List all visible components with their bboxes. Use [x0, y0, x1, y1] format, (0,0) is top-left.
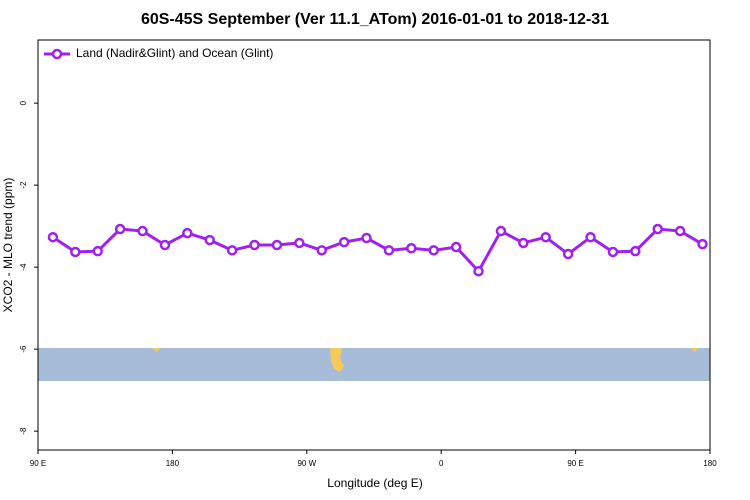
point	[495, 225, 507, 237]
series-line	[52, 227, 704, 274]
point	[47, 231, 59, 243]
point	[294, 237, 305, 249]
x-tick-label: 180	[166, 459, 180, 468]
point	[674, 225, 686, 237]
point	[137, 225, 148, 237]
point	[383, 245, 395, 256]
point	[607, 246, 619, 258]
x-tick-label: 180	[703, 459, 717, 468]
point	[316, 245, 327, 256]
x-tick-label: 90 W	[297, 459, 316, 468]
x-tick-label: 90 E	[567, 459, 583, 468]
point	[540, 231, 551, 243]
y-axis-label: XCO2 - MLO trend (ppm)	[1, 178, 15, 313]
point	[271, 239, 283, 251]
point	[338, 236, 350, 248]
point	[361, 232, 372, 244]
y-tick-label: -2	[19, 181, 28, 189]
legend-marker	[51, 48, 63, 60]
point	[473, 265, 484, 277]
y-tick-label: 0	[19, 100, 28, 105]
y-tick-label: -8	[19, 427, 28, 435]
point	[697, 238, 708, 250]
point	[159, 239, 171, 251]
point	[92, 245, 103, 257]
point	[406, 243, 417, 254]
point	[428, 245, 439, 256]
y-tick-label: -6	[19, 345, 28, 353]
point	[249, 239, 260, 251]
legend-label: Land (Nadir&Glint) and Ocean (Glint)	[76, 46, 273, 60]
point	[182, 227, 193, 239]
point	[585, 231, 596, 243]
chart-title: 60S-45S September (Ver 11.1_ATom) 2016-0…	[141, 11, 609, 28]
point	[204, 234, 215, 246]
plot-frame	[37, 39, 711, 451]
point	[518, 237, 529, 249]
map-band	[38, 348, 710, 381]
point	[114, 223, 126, 235]
x-axis-label: Longitude (deg E)	[327, 476, 422, 490]
x-tick-label: 90 E	[30, 459, 46, 468]
point	[450, 241, 462, 253]
point	[70, 246, 81, 258]
point	[652, 223, 663, 235]
y-tick-label: -4	[19, 263, 28, 271]
x-tick-label: 0	[439, 459, 444, 468]
point	[630, 245, 641, 257]
point	[562, 248, 574, 260]
point	[226, 245, 238, 256]
